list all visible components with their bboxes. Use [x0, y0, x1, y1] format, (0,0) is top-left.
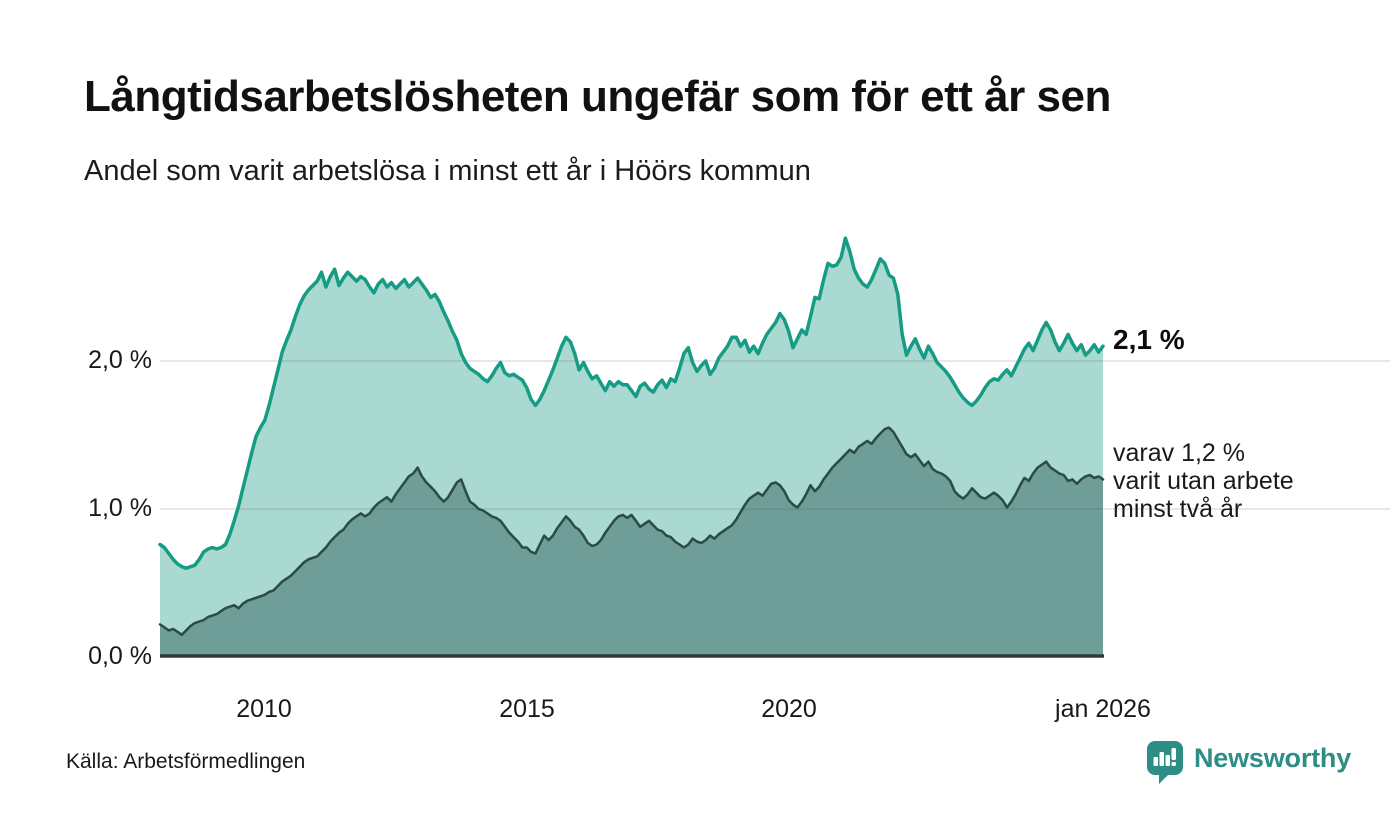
annotation-line-2: varit utan arbete [1113, 467, 1294, 495]
y-axis-label-1pct: 1,0 % [88, 494, 152, 522]
newsworthy-logo: Newsworthy [1146, 740, 1351, 785]
chart-bar-small [1153, 757, 1158, 766]
chart-bar-medium [1165, 755, 1170, 766]
source-note: Källa: Arbetsförmedlingen [66, 750, 306, 773]
chart-bar-tall [1159, 752, 1164, 766]
y-axis-label-0pct: 0,0 % [88, 642, 152, 670]
page-subtitle: Andel som varit arbetslösa i minst ett å… [84, 155, 811, 187]
x-axis-label-2020: 2020 [761, 695, 817, 723]
x-axis-label-jan2026: jan 2026 [1055, 695, 1151, 723]
exclamation-dot [1171, 762, 1176, 766]
newsworthy-logo-text: Newsworthy [1194, 743, 1352, 773]
newsworthy-logo-icon [1147, 741, 1183, 784]
y-axis-label-2pct: 2,0 % [88, 346, 152, 374]
latest-value-label: 2,1 % [1113, 324, 1185, 355]
x-axis-label-2015: 2015 [499, 695, 555, 723]
speech-bubble-shape [1147, 741, 1183, 784]
page-title: Långtidsarbetslösheten ungefär som för e… [84, 72, 1111, 121]
series-twoyear-line [158, 426, 1105, 637]
annotation-line-3: minst två år [1113, 495, 1243, 523]
exclamation-stem [1171, 748, 1176, 760]
secondary-series-annotation: varav 1,2 % varit utan arbete minst två … [1113, 439, 1294, 523]
annotation-line-1: varav 1,2 % [1113, 439, 1246, 467]
series-total-line [158, 236, 1105, 570]
x-axis-label-2010: 2010 [236, 695, 292, 723]
series-twoyear-area [160, 427, 1103, 657]
